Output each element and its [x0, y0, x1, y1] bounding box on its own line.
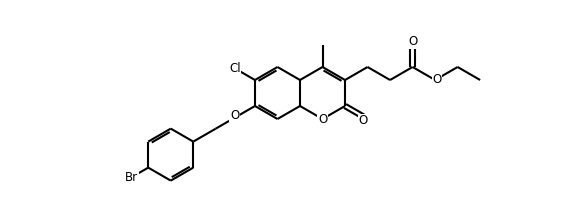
- Text: O: O: [230, 109, 239, 122]
- Text: O: O: [432, 72, 442, 86]
- Text: Cl: Cl: [229, 62, 241, 75]
- Text: O: O: [359, 114, 368, 127]
- Text: Br: Br: [125, 171, 138, 184]
- Text: O: O: [408, 35, 417, 48]
- Text: O: O: [318, 112, 327, 126]
